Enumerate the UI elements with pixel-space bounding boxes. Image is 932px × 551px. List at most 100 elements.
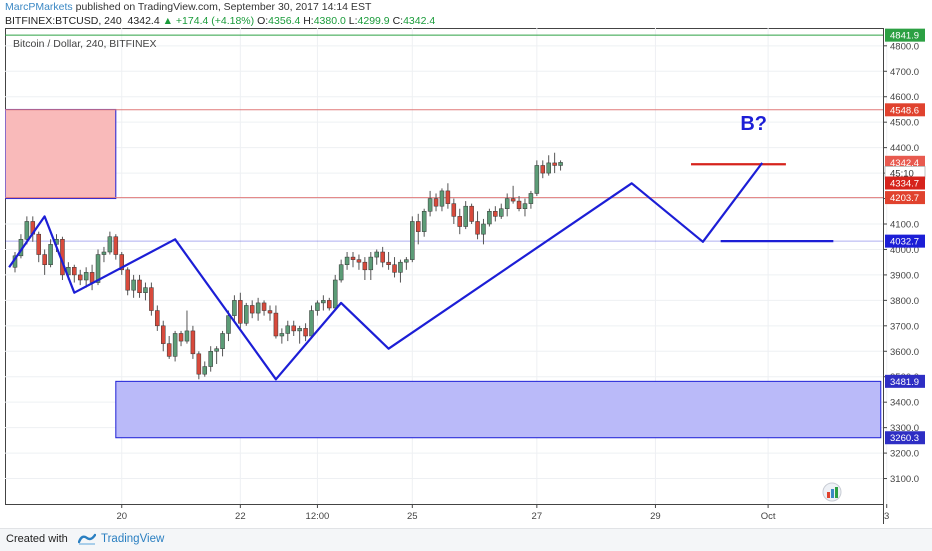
time-axis[interactable]: 20 22 12:00 25 27 29 Oct 3 — [116, 504, 889, 522]
price-tag-label: 45:10 — [890, 168, 914, 179]
chart-area[interactable]: 3100.03200.03300.03400.03500.03600.03700… — [4, 28, 927, 524]
candle-down — [166, 343, 172, 357]
time-tick-label: 22 — [235, 511, 246, 522]
candle-down — [475, 221, 480, 235]
candle-down — [540, 165, 546, 174]
candle-up — [220, 333, 225, 349]
candle-down — [415, 221, 421, 232]
candle-up — [244, 305, 249, 324]
candle-down — [469, 205, 474, 222]
time-tick-label: 12:00 — [306, 511, 330, 522]
candle-down — [42, 254, 47, 265]
time-tick-label: 25 — [407, 511, 418, 522]
candle-up — [398, 261, 403, 273]
candle-up — [309, 310, 314, 337]
candle-down — [510, 198, 516, 202]
demand-zone — [115, 380, 882, 439]
chart-header: MarcPMarkets published on TradingView.co… — [0, 0, 932, 28]
candle-up — [404, 259, 409, 263]
price-tick-label: 3200.0 — [890, 449, 919, 460]
chart-title: Bitcoin / Dollar, 240, BITFINEX — [13, 38, 157, 50]
candle-down — [451, 203, 457, 217]
candle-down — [113, 236, 119, 255]
tradingview-logo-icon[interactable] — [78, 532, 96, 546]
change-value: +174.4 (+4.18%) — [175, 15, 255, 27]
symbol-label: BITFINEX:BTCUSD, 240 — [5, 15, 122, 27]
candle-up — [558, 162, 563, 166]
candle-up — [481, 223, 486, 235]
candle-up — [143, 287, 148, 293]
price-tag-label: 4203.7 — [890, 193, 919, 204]
price-chart[interactable]: 3100.03200.03300.03400.03500.03600.03700… — [4, 28, 927, 524]
candle-down — [392, 264, 397, 273]
price-tick-label: 4500.0 — [890, 118, 919, 129]
candle-down — [433, 198, 439, 207]
price-tag-bg — [885, 176, 925, 190]
candle-up — [321, 300, 326, 304]
candle-up — [214, 348, 219, 352]
high-label: H: — [303, 15, 314, 27]
price-tag-bg — [885, 191, 925, 205]
price-tick-label: 3400.0 — [890, 398, 919, 409]
candle-down — [457, 216, 462, 227]
candle-up — [184, 330, 190, 342]
candle-up — [522, 203, 528, 209]
candle-up — [528, 193, 534, 204]
created-with-label: Created with — [6, 533, 68, 545]
close-label: C: — [392, 15, 404, 27]
footer: Created with TradingView — [0, 528, 932, 551]
candle-up — [101, 251, 107, 255]
time-tick-label: 3 — [884, 511, 889, 522]
open-label: O: — [257, 15, 269, 27]
tradingview-link[interactable]: TradingView — [101, 533, 165, 545]
price-tick-label: 3800.0 — [890, 296, 919, 307]
candle-up — [95, 254, 101, 283]
time-tick-label: Oct — [761, 511, 776, 522]
price-tick-label: 4700.0 — [890, 67, 919, 78]
candle-up — [499, 208, 504, 217]
time-tick-label: 27 — [532, 511, 543, 522]
candle-up — [374, 251, 379, 258]
time-tick-label: 20 — [116, 511, 127, 522]
price-tick-label: 4800.0 — [890, 41, 919, 52]
candle-up — [285, 325, 291, 334]
candle-up — [439, 190, 445, 207]
candle-down — [190, 330, 196, 355]
candle-down — [380, 251, 385, 263]
publish-info: MarcPMarkets published on TradingView.co… — [5, 1, 371, 13]
price-tag-label: 4548.6 — [890, 105, 919, 116]
candle-up — [332, 279, 338, 309]
candle-up — [534, 165, 540, 194]
pattern-line — [8, 162, 764, 381]
candle-down — [362, 261, 368, 271]
candle-down — [350, 256, 356, 260]
price-tag-label: 4032.7 — [890, 237, 919, 248]
low-label: L: — [348, 15, 358, 27]
candle-down — [238, 300, 243, 324]
price-tick-label: 4000.0 — [890, 245, 919, 256]
price-tag-bg — [885, 155, 925, 169]
author-link[interactable]: MarcPMarkets — [5, 1, 73, 13]
price-tag-bg — [885, 234, 925, 248]
candle-down — [493, 211, 498, 217]
candle-down — [89, 272, 95, 283]
time-tick-label: 29 — [650, 511, 661, 522]
candle-up — [315, 302, 320, 311]
candle-up — [172, 333, 178, 357]
candle-up — [546, 162, 551, 174]
price-tag-bg — [885, 28, 925, 42]
candle-down — [445, 190, 451, 204]
candle-down — [552, 162, 557, 166]
candle-up — [410, 221, 415, 260]
candle-down — [72, 267, 77, 276]
candle-down — [77, 274, 83, 281]
candle-down — [327, 300, 332, 309]
price-tick-label: 3100.0 — [890, 474, 919, 485]
candle-down — [125, 269, 130, 291]
price-tick-label: 3600.0 — [890, 347, 919, 358]
candle-up — [24, 221, 30, 240]
price-tick-label: 3900.0 — [890, 270, 919, 281]
price-tag-bg — [885, 431, 925, 445]
last-price: 4342.4 — [127, 15, 160, 27]
